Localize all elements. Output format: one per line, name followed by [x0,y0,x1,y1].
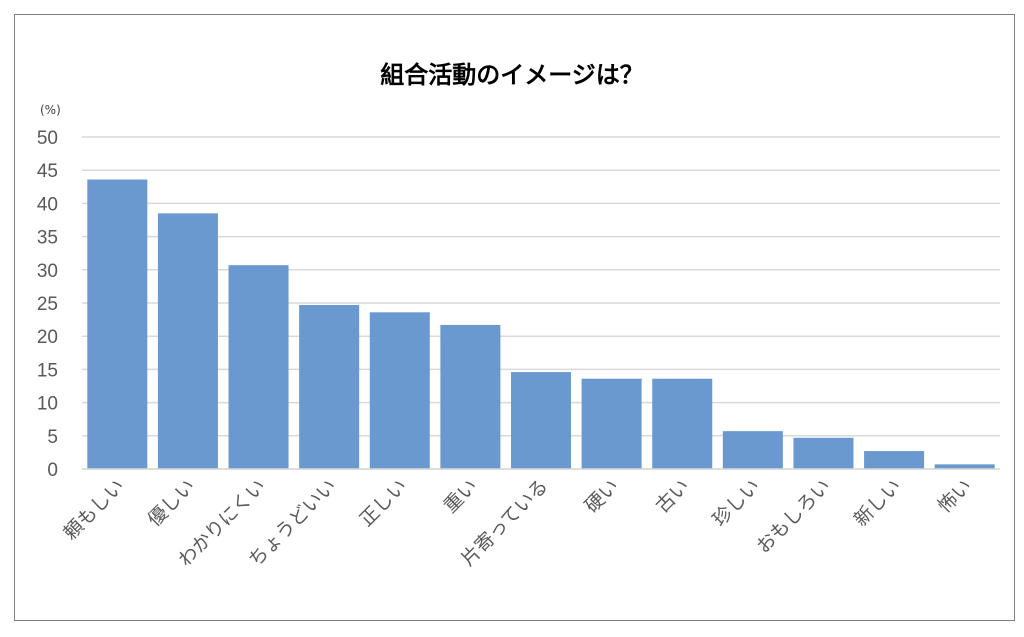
bar [87,179,148,469]
x-tick-label: 正しい [355,475,411,531]
y-tick-label: 40 [37,194,58,215]
bar [793,437,854,469]
x-tick-label: 珍しい [709,475,765,531]
x-tick-label: 怖い [934,475,976,517]
bar [864,451,925,469]
x-tick-label: 優しい [144,475,200,531]
bar [157,213,218,469]
x-tick-label: 新しい [850,475,906,531]
bar [934,464,995,469]
x-tick-label: 重い [439,475,481,517]
bar [440,324,501,469]
bar [510,372,572,469]
bar [299,304,360,469]
y-tick-label: 35 [37,228,58,249]
x-tick-label: おもしろい [752,475,835,558]
chart-frame [14,14,1015,621]
y-tick-label: 30 [37,261,58,282]
y-tick-label: 20 [37,327,58,348]
chart-title: 組合活動のイメージは？ [380,61,644,89]
y-tick-label: 5 [47,427,58,448]
bar [652,378,713,469]
y-tick-label: 15 [37,360,58,381]
y-tick-label: 0 [47,460,58,481]
bar [369,312,430,469]
x-tick-label: 頼もしい [60,475,129,544]
x-tick-label: 古い [651,475,693,517]
bar [581,378,642,469]
y-axis-unit: (%) [40,103,61,117]
x-tick-label: 硬い [581,475,623,517]
y-tick-label: 25 [37,294,58,315]
bar [228,265,289,469]
y-tick-label: 45 [37,161,58,182]
y-tick-label: 50 [37,128,58,149]
y-tick-label: 10 [37,394,58,415]
bar [722,431,783,469]
